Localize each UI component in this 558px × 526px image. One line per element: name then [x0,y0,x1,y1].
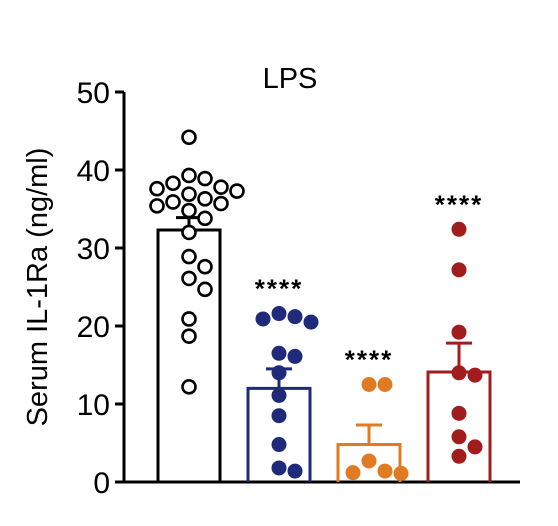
data-point [361,453,377,469]
data-point [197,170,213,187]
data-point [271,387,287,403]
data-point [377,463,393,479]
data-point [271,306,287,322]
y-tick-label: 30 [77,233,110,266]
data-point [451,221,467,237]
y-axis-label: Serum IL-1Ra (ng/ml) [22,148,54,427]
data-point [345,465,361,481]
data-point [287,309,303,325]
plot-area: 0 10 20 30 40 50 **** **** **** [77,77,520,500]
data-point [271,460,287,476]
data-point [451,448,467,464]
data-point [303,314,319,330]
data-point [213,195,229,212]
data-point [229,183,245,199]
data-point [181,167,197,184]
bar [426,370,492,482]
data-point [287,348,303,364]
data-point [451,429,467,445]
data-point [197,210,213,227]
data-point [213,179,229,195]
data-point [197,281,213,298]
data-point [181,129,197,146]
data-point [451,324,467,340]
data-point [255,311,271,327]
data-point [271,437,287,453]
data-point [361,377,377,392]
data-point [377,377,393,392]
chart-title: LPS [263,63,318,95]
y-tick-label: 20 [77,311,110,344]
data-point [467,439,483,455]
data-point [149,198,165,214]
data-point [181,186,197,202]
data-point [197,258,213,275]
y-tick-label: 40 [77,155,110,188]
y-tick-label: 50 [77,77,110,110]
data-point [149,180,165,197]
data-point [451,262,467,278]
data-point [197,191,213,207]
significance-label: **** [255,274,303,304]
data-point [287,463,303,479]
significance-label: **** [435,189,483,219]
significance-label: **** [345,345,393,375]
data-point [165,194,181,210]
data-point [181,224,197,241]
data-point [181,202,197,219]
data-point [271,345,287,361]
y-tick-label: 0 [93,467,110,500]
data-point [393,465,409,481]
data-point [181,311,197,327]
data-point [467,367,483,383]
data-point [181,328,197,344]
data-point [181,248,197,265]
data-point [181,270,197,287]
data-point [271,408,287,424]
data-point [271,365,287,381]
data-point [181,379,197,395]
data-point [451,365,467,381]
y-tick-label: 10 [77,389,110,422]
data-point [165,175,181,192]
data-point [451,405,467,421]
